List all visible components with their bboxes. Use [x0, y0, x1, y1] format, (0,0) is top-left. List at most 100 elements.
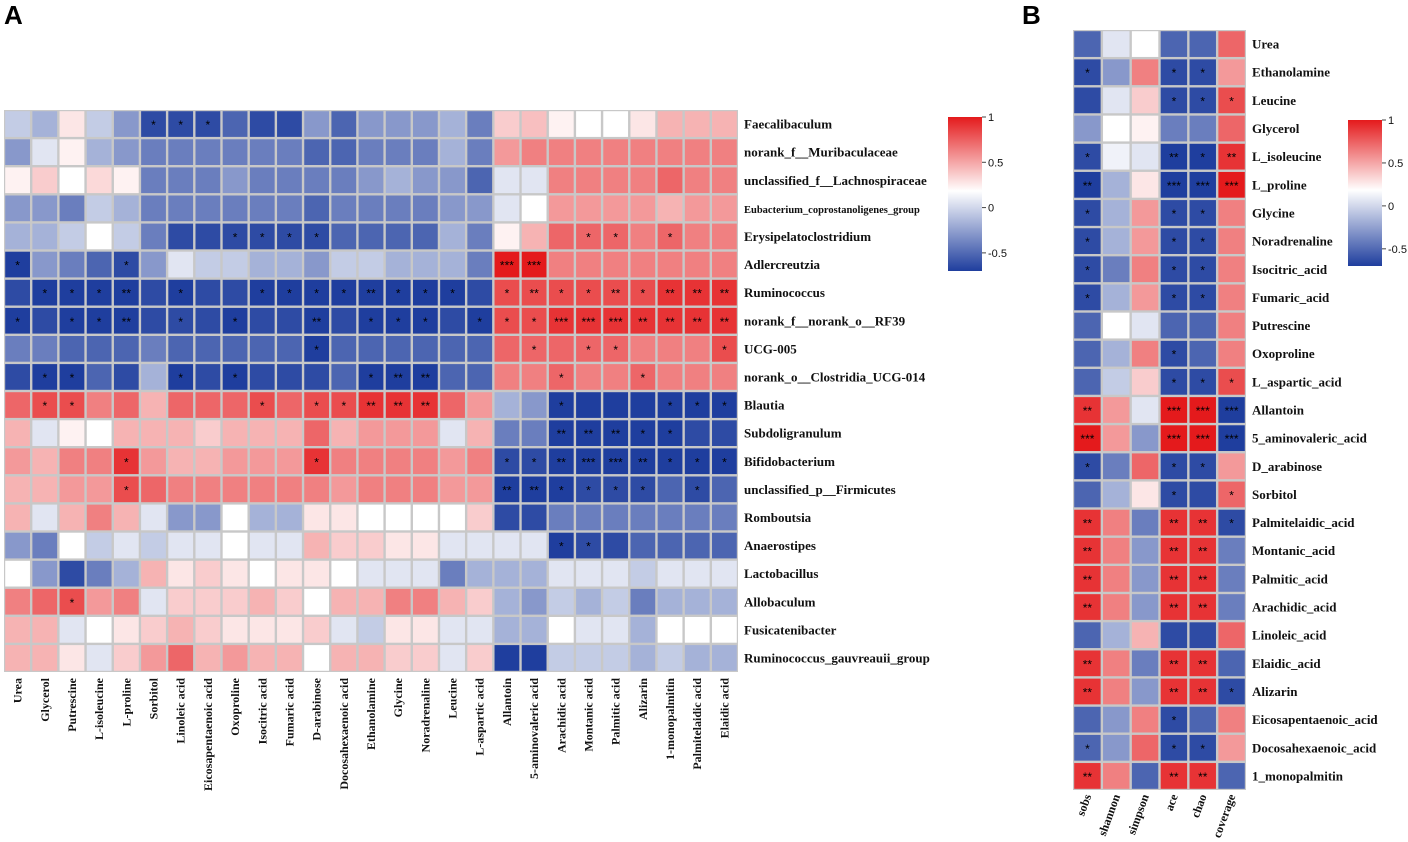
heatmap-cell	[1160, 284, 1188, 311]
heatmap-cell	[684, 617, 710, 643]
significance-star: **	[1198, 685, 1208, 699]
heatmap-cell	[222, 167, 248, 194]
heatmap-cell	[86, 645, 112, 671]
heatmap-cell	[113, 251, 139, 278]
significance-star: *	[260, 287, 265, 301]
significance-star: **	[1083, 685, 1093, 699]
heatmap-cell	[494, 223, 520, 250]
heatmap-cell	[331, 336, 357, 362]
significance-star: *	[423, 315, 428, 329]
heatmap-cell	[657, 307, 683, 334]
significance-star: **	[529, 483, 539, 497]
heatmap-cell	[32, 448, 58, 475]
heatmap-cell	[358, 279, 384, 306]
significance-star: *	[668, 427, 673, 441]
heatmap-cell	[86, 532, 112, 559]
significance-star: *	[1085, 291, 1090, 305]
heatmap-cell	[1189, 284, 1216, 311]
significance-star: **	[366, 399, 376, 413]
significance-star: **	[557, 455, 567, 469]
heatmap-cell	[1160, 594, 1188, 620]
column-label: Palmitic acid	[609, 678, 623, 745]
heatmap-cell	[5, 392, 30, 418]
heatmap-cell	[141, 167, 166, 194]
heatmap-cell	[32, 251, 58, 278]
significance-star: *	[505, 315, 510, 329]
heatmap-cell	[168, 223, 194, 250]
heatmap-cell	[168, 364, 194, 390]
heatmap-cell	[385, 364, 411, 390]
row-label: Faecalibaculum	[744, 117, 832, 132]
heatmap-cell	[467, 364, 493, 390]
heatmap-cell	[657, 504, 683, 531]
heatmap-cell	[440, 392, 465, 418]
heatmap-cell	[1218, 481, 1245, 508]
heatmap-cell	[358, 532, 384, 559]
significance-star: *	[695, 483, 700, 497]
column-label: ace	[1162, 792, 1181, 813]
heatmap-cell	[440, 617, 465, 643]
heatmap-cell	[1103, 312, 1130, 339]
significance-star: ***	[1225, 432, 1239, 446]
heatmap-cell	[385, 223, 411, 250]
significance-star: *	[668, 230, 673, 244]
heatmap-cell	[304, 223, 330, 250]
row-label: Adlercreutzia	[744, 257, 821, 272]
row-label: Putrescine	[1252, 318, 1310, 333]
heatmap-cell	[222, 476, 248, 503]
heatmap-cell	[467, 139, 493, 165]
heatmap-cell	[168, 560, 194, 587]
row-label: Anaerostipes	[744, 538, 816, 553]
heatmap-cell	[1074, 87, 1101, 114]
significance-star: *	[1085, 460, 1090, 474]
heatmap-cell	[684, 392, 710, 418]
significance-star: *	[586, 287, 591, 301]
significance-star: *	[70, 287, 75, 301]
significance-star: *	[613, 343, 618, 357]
row-label: norank_f__Muribaculaceae	[744, 145, 898, 160]
heatmap-cell	[440, 336, 465, 362]
row-label: Fusicatenibacter	[744, 622, 837, 637]
column-label: Arachidic acid	[554, 678, 568, 753]
significance-star: *	[1172, 714, 1177, 728]
heatmap-cell	[222, 617, 248, 643]
significance-star: ***	[581, 455, 595, 469]
heatmap-cell	[358, 476, 384, 503]
heatmap-cell	[141, 560, 166, 587]
heatmap-cell	[195, 504, 221, 531]
significance-star: *	[1200, 263, 1205, 277]
heatmap-cell	[168, 307, 194, 334]
heatmap-cell	[521, 336, 547, 362]
heatmap-cell	[521, 139, 547, 165]
heatmap-cell	[494, 420, 520, 446]
heatmap-cell	[1160, 340, 1188, 367]
heatmap-cell	[5, 223, 30, 250]
significance-star: **	[1198, 601, 1208, 615]
heatmap-cell	[59, 223, 85, 250]
significance-star: *	[641, 427, 646, 441]
significance-star: *	[1172, 207, 1177, 221]
significance-star: **	[720, 287, 730, 301]
colorbar-tick-label: 0.5	[988, 157, 1003, 169]
heatmap-cell	[1131, 312, 1159, 339]
heatmap-cell	[1103, 734, 1130, 761]
heatmap-cell	[304, 588, 330, 615]
heatmap-cell	[59, 420, 85, 446]
heatmap-cell	[576, 111, 601, 137]
heatmap-cell	[1160, 171, 1188, 198]
row-label: Eicosapentaenoic_acid	[1252, 712, 1378, 727]
heatmap-cell	[32, 420, 58, 446]
heatmap-cell	[1131, 115, 1159, 142]
heatmap-cell	[521, 392, 547, 418]
significance-star: *	[613, 483, 618, 497]
heatmap-cell	[548, 448, 574, 475]
heatmap-cell	[86, 588, 112, 615]
significance-star: *	[1229, 488, 1234, 502]
heatmap-cell	[358, 617, 384, 643]
heatmap-cell	[249, 532, 275, 559]
heatmap-cell	[467, 645, 493, 671]
heatmap-cell	[86, 448, 112, 475]
heatmap-cell	[141, 532, 166, 559]
heatmap-cell	[1103, 453, 1130, 480]
heatmap-cell	[657, 617, 683, 643]
